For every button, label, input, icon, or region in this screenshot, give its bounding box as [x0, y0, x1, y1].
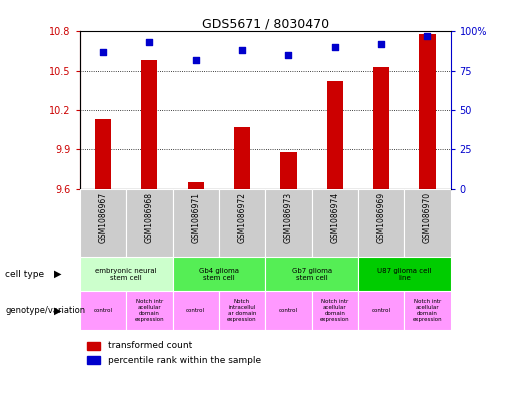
- Text: GSM1086971: GSM1086971: [191, 192, 200, 243]
- Bar: [327, 81, 343, 189]
- Bar: [373, 67, 389, 189]
- Bar: [358, 291, 404, 330]
- Bar: [95, 119, 111, 189]
- Text: control: control: [186, 308, 205, 313]
- Bar: [219, 291, 265, 330]
- Bar: [312, 189, 358, 257]
- Bar: [265, 291, 312, 330]
- Text: ▶: ▶: [54, 305, 62, 316]
- Text: GSM1086967: GSM1086967: [98, 192, 108, 243]
- Bar: [404, 189, 451, 257]
- Bar: [265, 257, 358, 291]
- Text: Notch
intracellul
ar domain
expression: Notch intracellul ar domain expression: [227, 299, 257, 321]
- Bar: [141, 60, 158, 189]
- Bar: [173, 291, 219, 330]
- Bar: [87, 356, 100, 364]
- Bar: [126, 189, 173, 257]
- Bar: [173, 189, 219, 257]
- Bar: [312, 291, 358, 330]
- Bar: [419, 34, 436, 189]
- Text: U87 glioma cell
line: U87 glioma cell line: [377, 268, 432, 281]
- Text: Notch intr
acellular
domain
expression: Notch intr acellular domain expression: [413, 299, 442, 321]
- Text: GSM1086973: GSM1086973: [284, 192, 293, 243]
- Bar: [80, 291, 126, 330]
- Point: [377, 41, 385, 47]
- Text: control: control: [372, 308, 390, 313]
- Text: Gb7 glioma
stem cell: Gb7 glioma stem cell: [291, 268, 332, 281]
- Text: control: control: [279, 308, 298, 313]
- Text: Notch intr
acellular
domain
expression: Notch intr acellular domain expression: [320, 299, 350, 321]
- Bar: [404, 291, 451, 330]
- Text: control: control: [94, 308, 112, 313]
- Text: GSM1086969: GSM1086969: [376, 192, 386, 243]
- Bar: [80, 257, 173, 291]
- Bar: [280, 152, 297, 189]
- Bar: [265, 189, 312, 257]
- Bar: [358, 189, 404, 257]
- Bar: [187, 182, 204, 189]
- Point: [192, 57, 200, 63]
- Text: cell type: cell type: [5, 270, 44, 279]
- Point: [99, 49, 107, 55]
- Point: [145, 39, 153, 46]
- Text: GSM1086972: GSM1086972: [237, 192, 247, 243]
- Bar: [87, 342, 100, 350]
- Bar: [358, 257, 451, 291]
- Title: GDS5671 / 8030470: GDS5671 / 8030470: [202, 17, 329, 30]
- Text: GSM1086968: GSM1086968: [145, 192, 154, 243]
- Text: GSM1086970: GSM1086970: [423, 192, 432, 243]
- Point: [284, 52, 293, 58]
- Bar: [126, 291, 173, 330]
- Bar: [80, 189, 126, 257]
- Text: Gb4 glioma
stem cell: Gb4 glioma stem cell: [199, 268, 239, 281]
- Point: [238, 47, 246, 53]
- Bar: [173, 257, 265, 291]
- Text: Notch intr
acellular
domain
expression: Notch intr acellular domain expression: [134, 299, 164, 321]
- Text: genotype/variation: genotype/variation: [5, 306, 85, 315]
- Bar: [219, 189, 265, 257]
- Text: percentile rank within the sample: percentile rank within the sample: [108, 356, 261, 365]
- Point: [423, 33, 432, 39]
- Text: ▶: ▶: [54, 269, 62, 279]
- Point: [331, 44, 339, 50]
- Text: GSM1086974: GSM1086974: [330, 192, 339, 243]
- Text: transformed count: transformed count: [108, 342, 192, 351]
- Bar: [234, 127, 250, 189]
- Text: embryonic neural
stem cell: embryonic neural stem cell: [95, 268, 157, 281]
